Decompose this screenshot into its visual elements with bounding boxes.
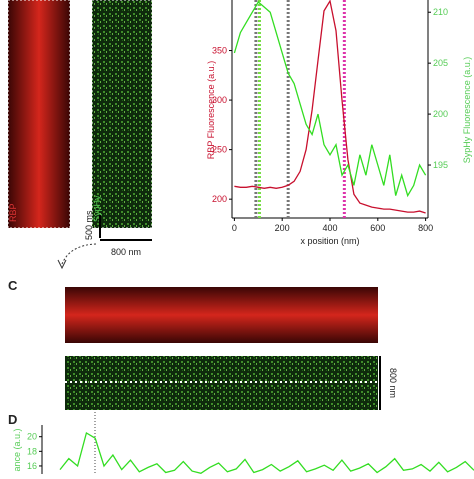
scale-c: 800 nm [388, 368, 398, 398]
y2-tick-label: 195 [433, 160, 448, 170]
y-tick-label: 250 [212, 145, 227, 155]
red-label: RBP [8, 203, 18, 222]
red-kymograph [7, 0, 71, 229]
arrow [61, 243, 97, 265]
red-kymograph-c [65, 287, 378, 343]
y-axis-label: RBP Fluorescence (a.u.) [206, 61, 216, 159]
x-tick-label: 200 [275, 223, 290, 233]
series-line [233, 1, 427, 198]
green-kymograph [91, 0, 153, 229]
y2-tick-label: 205 [433, 58, 448, 68]
y-axis-label: ance (a.u.) [12, 428, 22, 471]
y-tick-label: 300 [212, 95, 227, 105]
series-line [59, 432, 474, 475]
x-tick-label: 400 [322, 223, 337, 233]
panel-label: C [8, 278, 18, 293]
y-tick-label: 16 [27, 461, 37, 471]
arrowhead [57, 259, 67, 270]
y-tick-label: 350 [212, 46, 227, 56]
green-label: SypHy [92, 195, 102, 222]
y2-tick-label: 200 [433, 109, 448, 119]
x-tick-label: 0 [232, 223, 237, 233]
y-tick-label: 20 [27, 432, 37, 442]
y2-tick-label: 210 [433, 7, 448, 17]
x-tick-label: 600 [370, 223, 385, 233]
time-scale: 500 ms [84, 210, 94, 240]
y-tick-label: 200 [212, 194, 227, 204]
x-tick-label: 800 [418, 223, 433, 233]
y2-axis-label: SypHy Fluorescence (a.u.) [462, 57, 472, 164]
series-line [234, 0, 426, 214]
space-scale: 800 nm [111, 247, 141, 257]
x-axis-label: x position (nm) [300, 236, 359, 246]
panel-label: D [8, 412, 17, 427]
y-tick-label: 18 [27, 446, 37, 456]
